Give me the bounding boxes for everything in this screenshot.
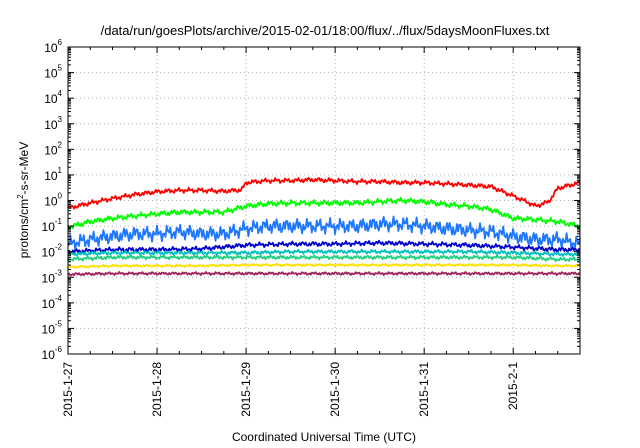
y-tick-label: 104	[44, 89, 62, 106]
y-tick-label: 10-3	[42, 268, 63, 285]
y-tick-label: 10-2	[42, 243, 63, 260]
y-tick-label: 101	[44, 166, 62, 183]
y-tick-label: 10-4	[42, 294, 63, 311]
series-line	[67, 271, 581, 277]
y-tick-label: 103	[44, 115, 62, 132]
y-tick-label: 10-6	[42, 345, 63, 362]
series-line	[67, 254, 581, 263]
chart-title: /data/run/goesPlots/archive/2015-02-01/1…	[101, 23, 550, 38]
series-line	[67, 196, 581, 231]
x-tick-label: 2015-1-28	[150, 362, 164, 417]
y-tick-label: 10-1	[42, 217, 63, 234]
x-axis-label: Coordinated Universal Time (UTC)	[232, 430, 416, 444]
y-tick-label: 100	[44, 192, 62, 209]
series-line	[67, 239, 581, 255]
x-tick-label: 2015-1-27	[61, 362, 75, 417]
y-axis-label: protons/cm2-s-sr-MeV	[16, 142, 31, 258]
x-tick-label: 2015-2-1	[506, 362, 520, 410]
x-tick-label: 2015-1-29	[239, 362, 253, 417]
series-line	[67, 215, 581, 252]
x-tick-label: 2015-1-30	[328, 362, 342, 417]
x-tick-labels: 2015-1-27 2015-1-28 2015-1-29 2015-1-30 2015…	[61, 362, 520, 417]
y-tick-label: 102	[44, 140, 62, 157]
x-tick-label: 2015-1-31	[417, 362, 431, 417]
y-tick-label: 10-5	[42, 319, 63, 336]
series-layer	[67, 176, 581, 277]
series-line	[67, 262, 581, 269]
series-line	[67, 176, 581, 210]
series-line	[67, 248, 581, 257]
y-tick-label: 106	[44, 38, 62, 55]
y-tick-labels: 10-6 10-5 10-4 10-3 10-2 10-1 100 101 102 103 104 1…	[42, 38, 63, 362]
y-tick-label: 105	[44, 64, 62, 81]
tick-marks	[67, 46, 580, 355]
